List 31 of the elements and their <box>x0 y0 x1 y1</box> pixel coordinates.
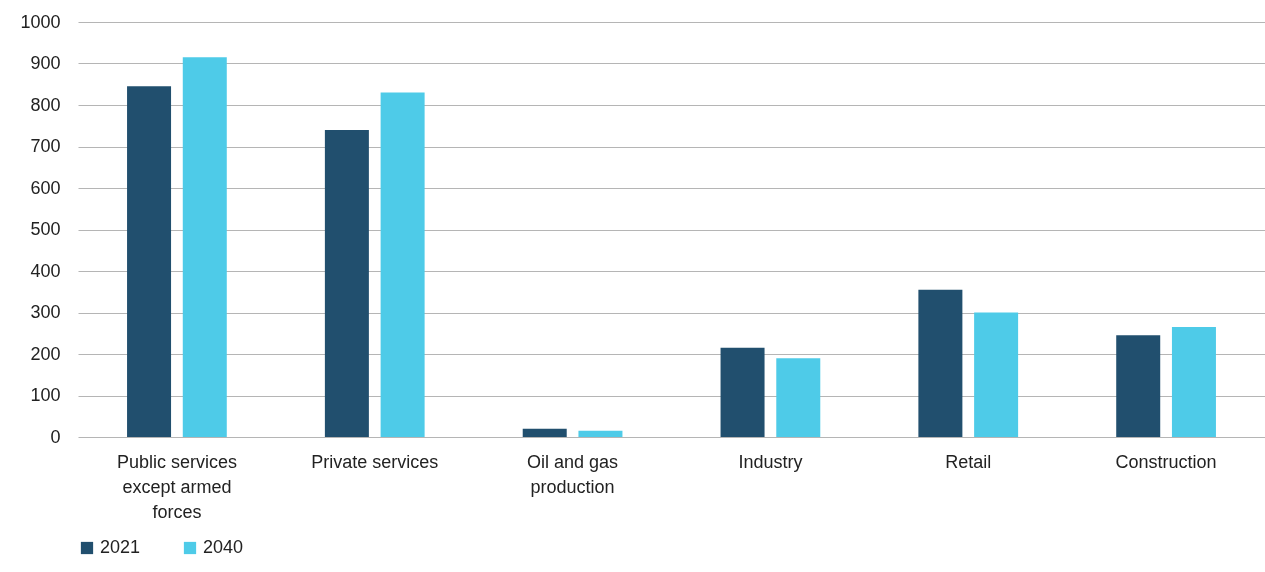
y-tick-label: 800 <box>30 94 61 115</box>
y-tick-label: 500 <box>30 219 61 239</box>
y-tick-label: 700 <box>30 136 61 156</box>
bar <box>324 129 369 437</box>
y-tick-label: 200 <box>30 343 61 364</box>
bar <box>127 86 172 437</box>
y-tick-label: 100 <box>30 385 61 405</box>
x-tick-label: Construction <box>1115 451 1217 472</box>
y-tick-label: 600 <box>30 177 61 198</box>
y-tick-label: 1000 <box>20 11 61 32</box>
x-tick-label: Private services <box>311 451 439 472</box>
y-tick-label: 900 <box>30 53 61 73</box>
x-tick-label: Industry <box>738 451 803 472</box>
y-tick-label: 0 <box>50 426 61 447</box>
bar <box>1171 327 1216 437</box>
bar <box>720 347 765 437</box>
bar <box>918 289 963 437</box>
x-tick-label: Oil and gas production <box>527 451 619 497</box>
bar <box>578 430 623 437</box>
legend-label: 2021 <box>100 537 141 557</box>
bar <box>974 312 1019 437</box>
y-tick-label: 300 <box>30 302 61 322</box>
bar <box>522 428 567 437</box>
bar <box>182 57 227 437</box>
bar <box>380 92 425 437</box>
bar <box>1116 335 1161 437</box>
x-tick-label: Public services except armed forces <box>116 451 237 522</box>
y-tick-label: 400 <box>30 260 61 281</box>
legend-label: 2040 <box>203 537 244 557</box>
bar <box>776 358 821 437</box>
x-tick-label: Retail <box>945 451 992 472</box>
